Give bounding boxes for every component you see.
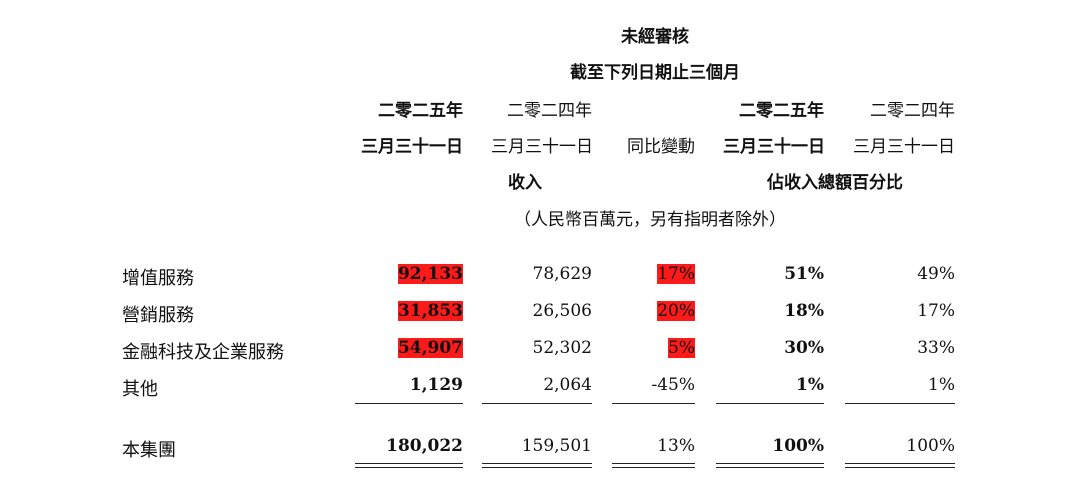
group-share: 佔收入總額百分比 [767,173,903,193]
row4-c3: -45% [651,375,695,395]
total-c2: 159,501 [521,436,592,456]
col2-date: 三月三十一日 [491,137,593,157]
highlight-mark: 17% [657,264,695,284]
total-double-rule [482,463,592,468]
row2-c1: 31,853 [355,301,463,321]
highlight-mark: 92,133 [397,264,463,284]
row1-c5: 49% [917,264,955,284]
highlight-mark: 20% [657,301,695,321]
total-double-rule [716,463,824,468]
row-label-marketing: 營銷服務 [122,305,194,326]
row1-c4: 51% [784,264,824,284]
row4-c5: 1% [928,375,955,395]
col4-year: 二零二五年 [739,101,824,121]
total-double-rule [355,463,463,468]
col2-year: 二零二四年 [507,101,592,121]
row3-c4: 30% [784,338,824,358]
col5-year: 二零二四年 [870,101,955,121]
subtotal-rule [355,403,463,404]
row-label-fintech: 金融科技及企業服務 [122,342,284,363]
row4-c2: 2,064 [543,375,592,395]
row1-c2: 78,629 [532,264,592,284]
total-c1: 180,022 [386,436,463,456]
subtotal-rule [482,403,592,404]
total-double-rule [845,463,955,468]
row3-c3: 5% [605,338,695,358]
subtotal-rule [845,403,955,404]
row3-c5: 33% [917,338,955,358]
row-label-vas: 增值服務 [122,268,194,289]
row-label-group-total: 本集團 [122,440,176,461]
row2-c3: 20% [605,301,695,321]
total-double-rule [612,463,695,468]
highlight-mark: 31,853 [397,301,463,321]
col4-date: 三月三十一日 [723,137,825,157]
period-heading: 截至下列日期止三個月 [570,63,740,83]
table-title: 未經審核 [621,27,689,47]
row-label-others: 其他 [122,379,158,400]
subtotal-rule [612,403,695,404]
highlight-mark: 54,907 [397,338,463,358]
group-revenue: 收入 [508,173,542,193]
row4-c4: 1% [796,375,824,395]
total-c5: 100% [906,436,955,456]
col3-change: 同比變動 [627,137,695,157]
total-c3: 13% [657,436,695,456]
col5-date: 三月三十一日 [853,137,955,157]
row3-c1: 54,907 [355,338,463,358]
row2-c2: 26,506 [532,301,592,321]
row2-c5: 17% [917,301,955,321]
col1-year: 二零二五年 [378,101,463,121]
row3-c2: 52,302 [532,338,592,358]
row4-c1: 1,129 [409,375,463,395]
row2-c4: 18% [784,301,824,321]
col1-date: 三月三十一日 [361,137,463,157]
subtotal-rule [716,403,824,404]
row1-c1: 92,133 [355,264,463,284]
unit-note: （人民幣百萬元，另有指明者除外） [514,210,786,230]
total-c4: 100% [772,436,824,456]
highlight-mark: 5% [668,338,695,358]
row1-c3: 17% [605,264,695,284]
